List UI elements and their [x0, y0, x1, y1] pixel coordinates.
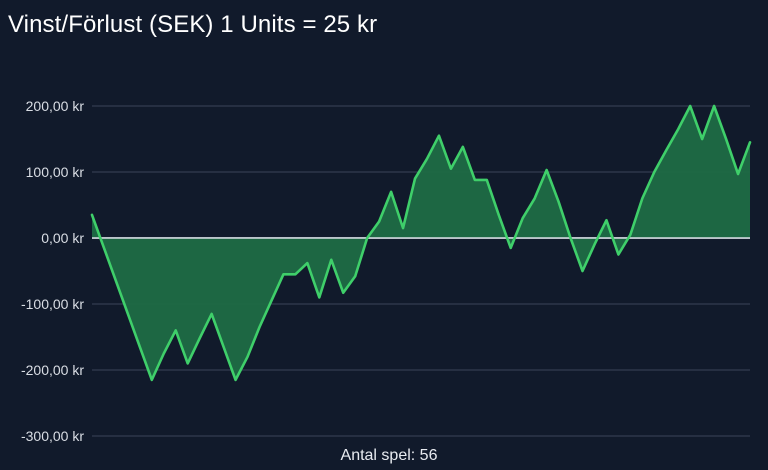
data-point[interactable]	[723, 136, 729, 142]
data-point[interactable]	[364, 235, 370, 241]
data-point[interactable]	[149, 377, 155, 383]
data-point[interactable]	[544, 167, 550, 173]
data-point[interactable]	[101, 245, 107, 251]
data-point[interactable]	[352, 273, 358, 279]
data-point[interactable]	[137, 344, 143, 350]
x-axis-label: Antal spel: 56	[340, 447, 438, 464]
data-point[interactable]	[316, 294, 322, 300]
data-point[interactable]	[580, 268, 586, 274]
data-point[interactable]	[328, 257, 334, 263]
data-point[interactable]	[735, 171, 741, 177]
data-point[interactable]	[268, 298, 274, 304]
data-point[interactable]	[209, 311, 215, 317]
data-point[interactable]	[651, 169, 657, 175]
data-point[interactable]	[125, 311, 131, 317]
data-point[interactable]	[280, 271, 286, 277]
series-area	[92, 106, 750, 380]
data-point[interactable]	[687, 103, 693, 109]
data-point[interactable]	[699, 136, 705, 142]
data-point[interactable]	[711, 103, 717, 109]
data-point[interactable]	[472, 177, 478, 183]
data-point[interactable]	[197, 335, 203, 341]
data-point[interactable]	[615, 252, 621, 258]
data-point[interactable]	[376, 219, 382, 225]
series	[89, 103, 753, 383]
data-point[interactable]	[448, 166, 454, 172]
data-point[interactable]	[496, 212, 502, 218]
data-point[interactable]	[221, 344, 227, 350]
data-point[interactable]	[388, 189, 394, 195]
data-point[interactable]	[161, 351, 167, 357]
y-axis-ticks: 200,00 kr 100,00 kr 0,00 kr -100,00 kr -200,…	[21, 98, 84, 444]
data-point[interactable]	[568, 235, 574, 241]
data-point[interactable]	[663, 147, 669, 153]
data-point[interactable]	[675, 126, 681, 132]
y-tick-label: 0,00 kr	[41, 230, 84, 246]
data-point[interactable]	[603, 217, 609, 223]
data-point[interactable]	[256, 324, 262, 330]
y-tick-label: 200,00 kr	[26, 98, 85, 114]
data-point[interactable]	[89, 212, 95, 218]
data-point[interactable]	[245, 354, 251, 360]
data-point[interactable]	[340, 290, 346, 296]
data-point[interactable]	[532, 195, 538, 201]
data-point[interactable]	[292, 271, 298, 277]
data-point[interactable]	[639, 195, 645, 201]
data-point[interactable]	[173, 327, 179, 333]
y-tick-label: -100,00 kr	[21, 296, 84, 312]
data-point[interactable]	[484, 177, 490, 183]
data-point[interactable]	[556, 199, 562, 205]
data-point[interactable]	[304, 260, 310, 266]
data-point[interactable]	[627, 232, 633, 238]
data-point[interactable]	[508, 245, 514, 251]
data-point[interactable]	[113, 278, 119, 284]
data-point[interactable]	[233, 377, 239, 383]
data-point[interactable]	[185, 360, 191, 366]
data-point[interactable]	[591, 242, 597, 248]
data-point[interactable]	[747, 139, 753, 145]
data-point[interactable]	[412, 176, 418, 182]
data-point[interactable]	[424, 156, 430, 162]
series-line	[90, 104, 752, 382]
data-point[interactable]	[400, 225, 406, 231]
data-point[interactable]	[520, 215, 526, 221]
y-tick-label: -300,00 kr	[21, 428, 84, 444]
chart-title: Vinst/Förlust (SEK) 1 Units = 25 kr	[8, 11, 378, 38]
data-point[interactable]	[460, 144, 466, 150]
y-tick-label: 100,00 kr	[26, 164, 85, 180]
data-point[interactable]	[436, 133, 442, 139]
y-tick-label: -200,00 kr	[21, 362, 84, 378]
